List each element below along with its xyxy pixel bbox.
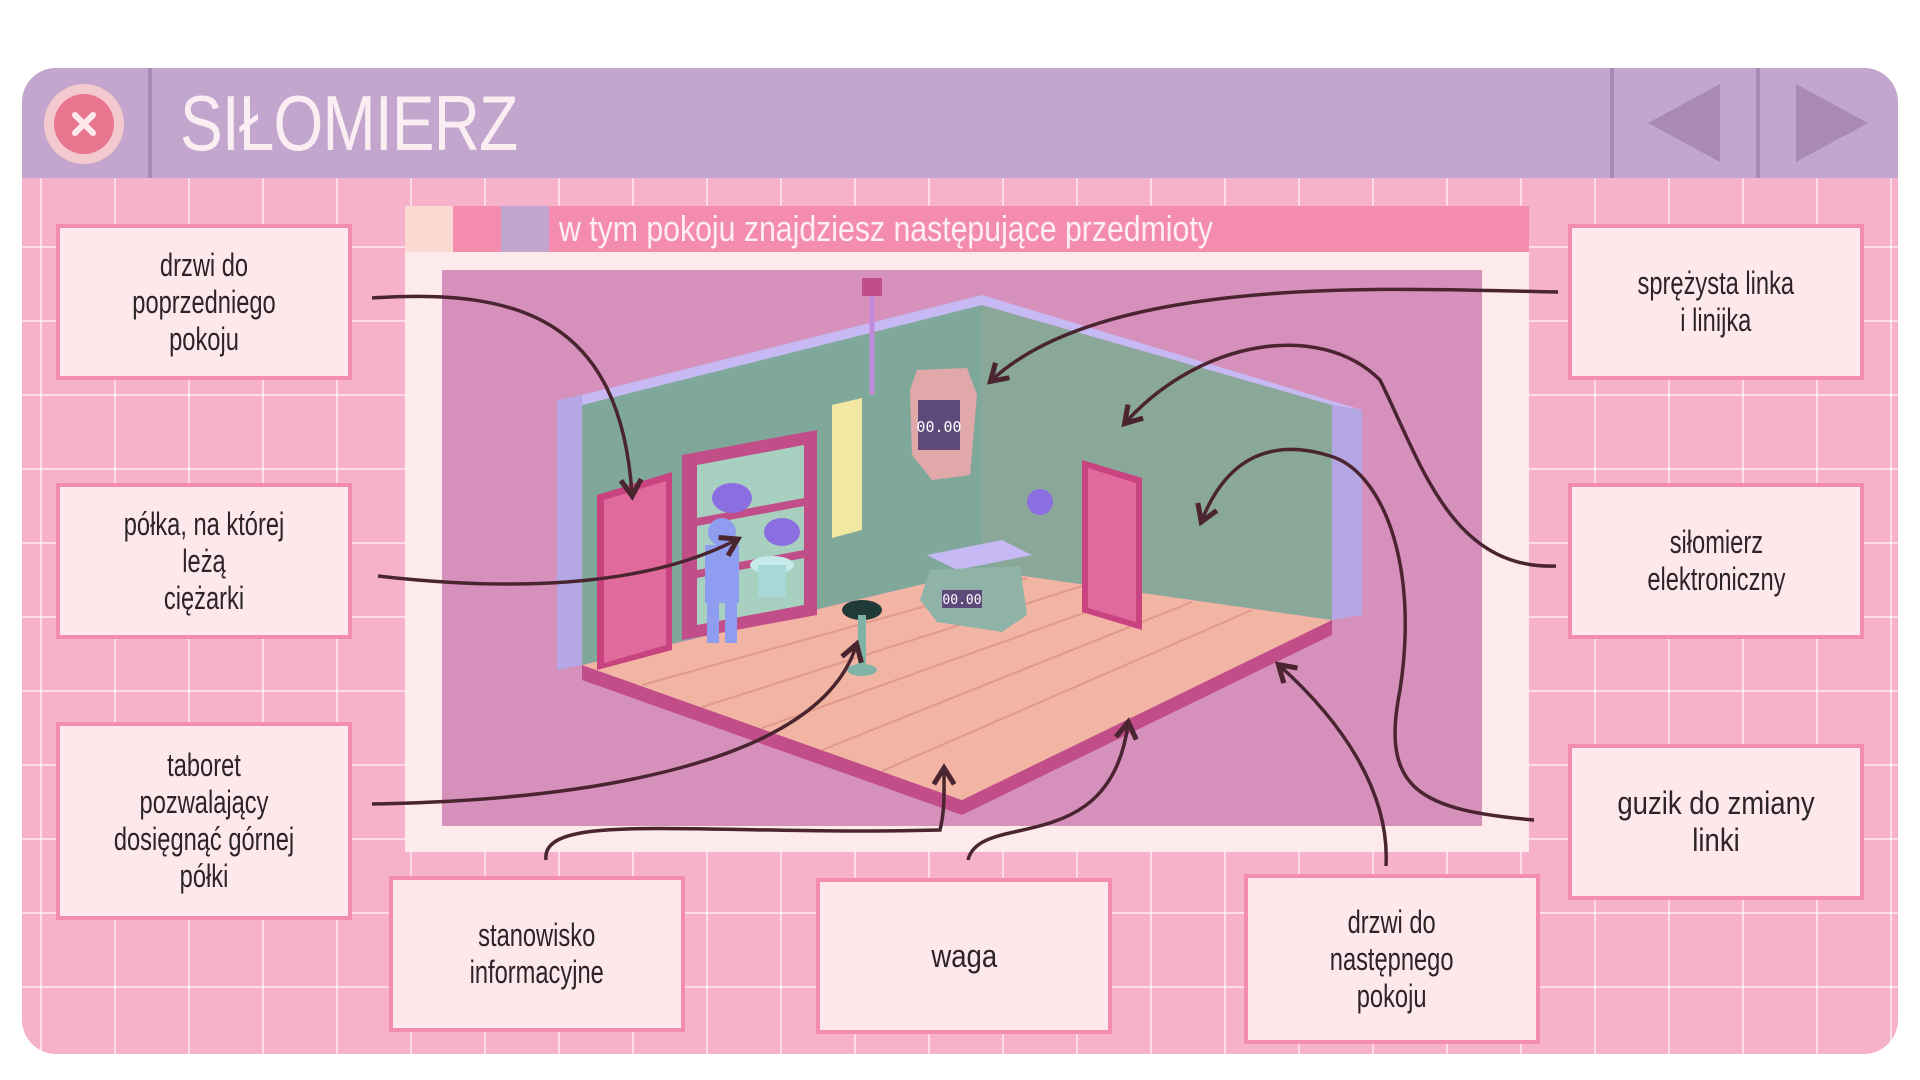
previous-button[interactable] bbox=[1614, 68, 1754, 178]
left-wall-side bbox=[557, 395, 582, 670]
scene-heading: w tym pokoju znajdziesz następujące prze… bbox=[559, 208, 1213, 249]
label-spring-line-1: sprężysta linka bbox=[1637, 265, 1795, 301]
label-spring: sprężysta linka i linijka bbox=[1568, 224, 1864, 380]
header-swatch-1 bbox=[405, 206, 453, 252]
wall-button bbox=[1027, 489, 1053, 515]
label-shelf-line-2: ciężarki bbox=[163, 579, 245, 616]
weight-2 bbox=[764, 518, 800, 546]
ruler bbox=[832, 398, 862, 538]
floor bbox=[582, 570, 1332, 800]
room-illustration: 00.00 00.00 bbox=[442, 270, 1482, 826]
left-door bbox=[604, 481, 666, 663]
info-station-pole bbox=[858, 615, 866, 670]
scene-heading-bar: w tym pokoju znajdziesz następujące prze… bbox=[549, 206, 1529, 252]
label-door-next: drzwi do następnego pokoju bbox=[1244, 874, 1540, 1044]
spring-clamp bbox=[862, 278, 882, 296]
nav-divider-left bbox=[1610, 68, 1614, 178]
label-scale-text: waga bbox=[931, 937, 997, 974]
label-stool: taboret pozwalający dosięgnąć górnej półki bbox=[56, 722, 352, 920]
label-info-station: stanowisko informacyjne bbox=[389, 876, 685, 1032]
label-stool-line-2: dosięgnąć górnej bbox=[113, 821, 295, 857]
label-door-next-line-1: drzwi do bbox=[1347, 903, 1437, 940]
dynamometer-screen bbox=[918, 400, 960, 450]
next-button[interactable] bbox=[1762, 68, 1898, 178]
page-title: SIŁOMIERZ bbox=[180, 79, 518, 167]
label-shelf: półka, na której leżą ciężarki bbox=[56, 483, 352, 639]
label-dynamometer-line-2: elektroniczny bbox=[1646, 561, 1786, 597]
info-station-top bbox=[842, 600, 882, 620]
nav-divider-right bbox=[1756, 68, 1760, 178]
scale-display: 00.00 bbox=[942, 593, 981, 608]
label-dynamometer-line-1: siłomierz bbox=[1669, 524, 1763, 560]
label-info-station-line-1: stanowisko bbox=[478, 917, 596, 953]
right-wall-side bbox=[1332, 405, 1362, 620]
title-bar: SIŁOMIERZ bbox=[22, 68, 1898, 178]
close-icon bbox=[54, 94, 114, 154]
title-divider bbox=[148, 68, 152, 178]
label-stool-line-3: półki bbox=[179, 858, 229, 894]
label-door-next-line-2: następnego bbox=[1330, 940, 1454, 977]
right-door bbox=[1088, 468, 1136, 622]
label-button-text: guzik do zmiany linki bbox=[1617, 785, 1815, 858]
info-station-base bbox=[847, 664, 877, 676]
header-swatch-2 bbox=[453, 206, 501, 252]
header-swatch-3 bbox=[501, 206, 549, 252]
label-door-previous-line-1: drzwi do bbox=[159, 246, 249, 283]
triangle-right-icon bbox=[1796, 84, 1868, 162]
label-shelf-line-1: półka, na której leżą bbox=[123, 505, 285, 579]
label-info-station-line-2: informacyjne bbox=[469, 954, 605, 990]
label-scale: waga bbox=[816, 878, 1112, 1034]
left-wall-top bbox=[582, 295, 982, 405]
dynamometer-display: 00.00 bbox=[916, 418, 961, 436]
label-door-next-line-3: pokoju bbox=[1357, 977, 1427, 1014]
scale-screen bbox=[942, 590, 982, 608]
label-dynamometer: siłomierz elektroniczny bbox=[1568, 483, 1864, 639]
label-button: guzik do zmiany linki bbox=[1568, 744, 1864, 900]
close-button[interactable] bbox=[44, 84, 124, 164]
triangle-left-icon bbox=[1648, 84, 1720, 162]
label-door-previous: drzwi do poprzedniego pokoju bbox=[56, 224, 352, 380]
label-door-previous-line-2: poprzedniego pokoju bbox=[132, 283, 276, 357]
label-spring-line-2: i linijka bbox=[1680, 302, 1752, 338]
scene-header: w tym pokoju znajdziesz następujące prze… bbox=[405, 206, 1529, 252]
label-stool-line-1: taboret pozwalający bbox=[139, 747, 269, 820]
stool-legs bbox=[758, 565, 786, 597]
weight-1 bbox=[712, 483, 752, 513]
scale-top bbox=[927, 540, 1032, 570]
